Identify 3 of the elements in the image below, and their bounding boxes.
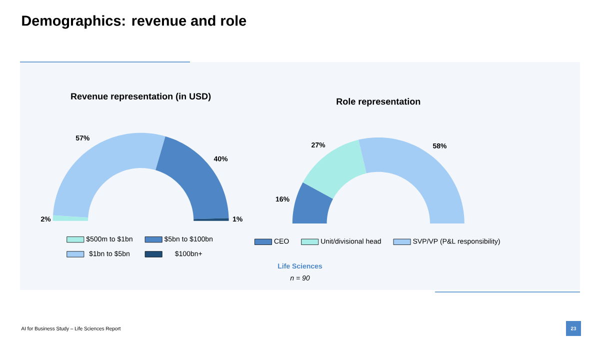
chart-title: Revenue representation (in USD) [71, 92, 211, 102]
chart-title: Role representation [336, 98, 420, 106]
text: Demographics: revenue and role [22, 15, 246, 29]
